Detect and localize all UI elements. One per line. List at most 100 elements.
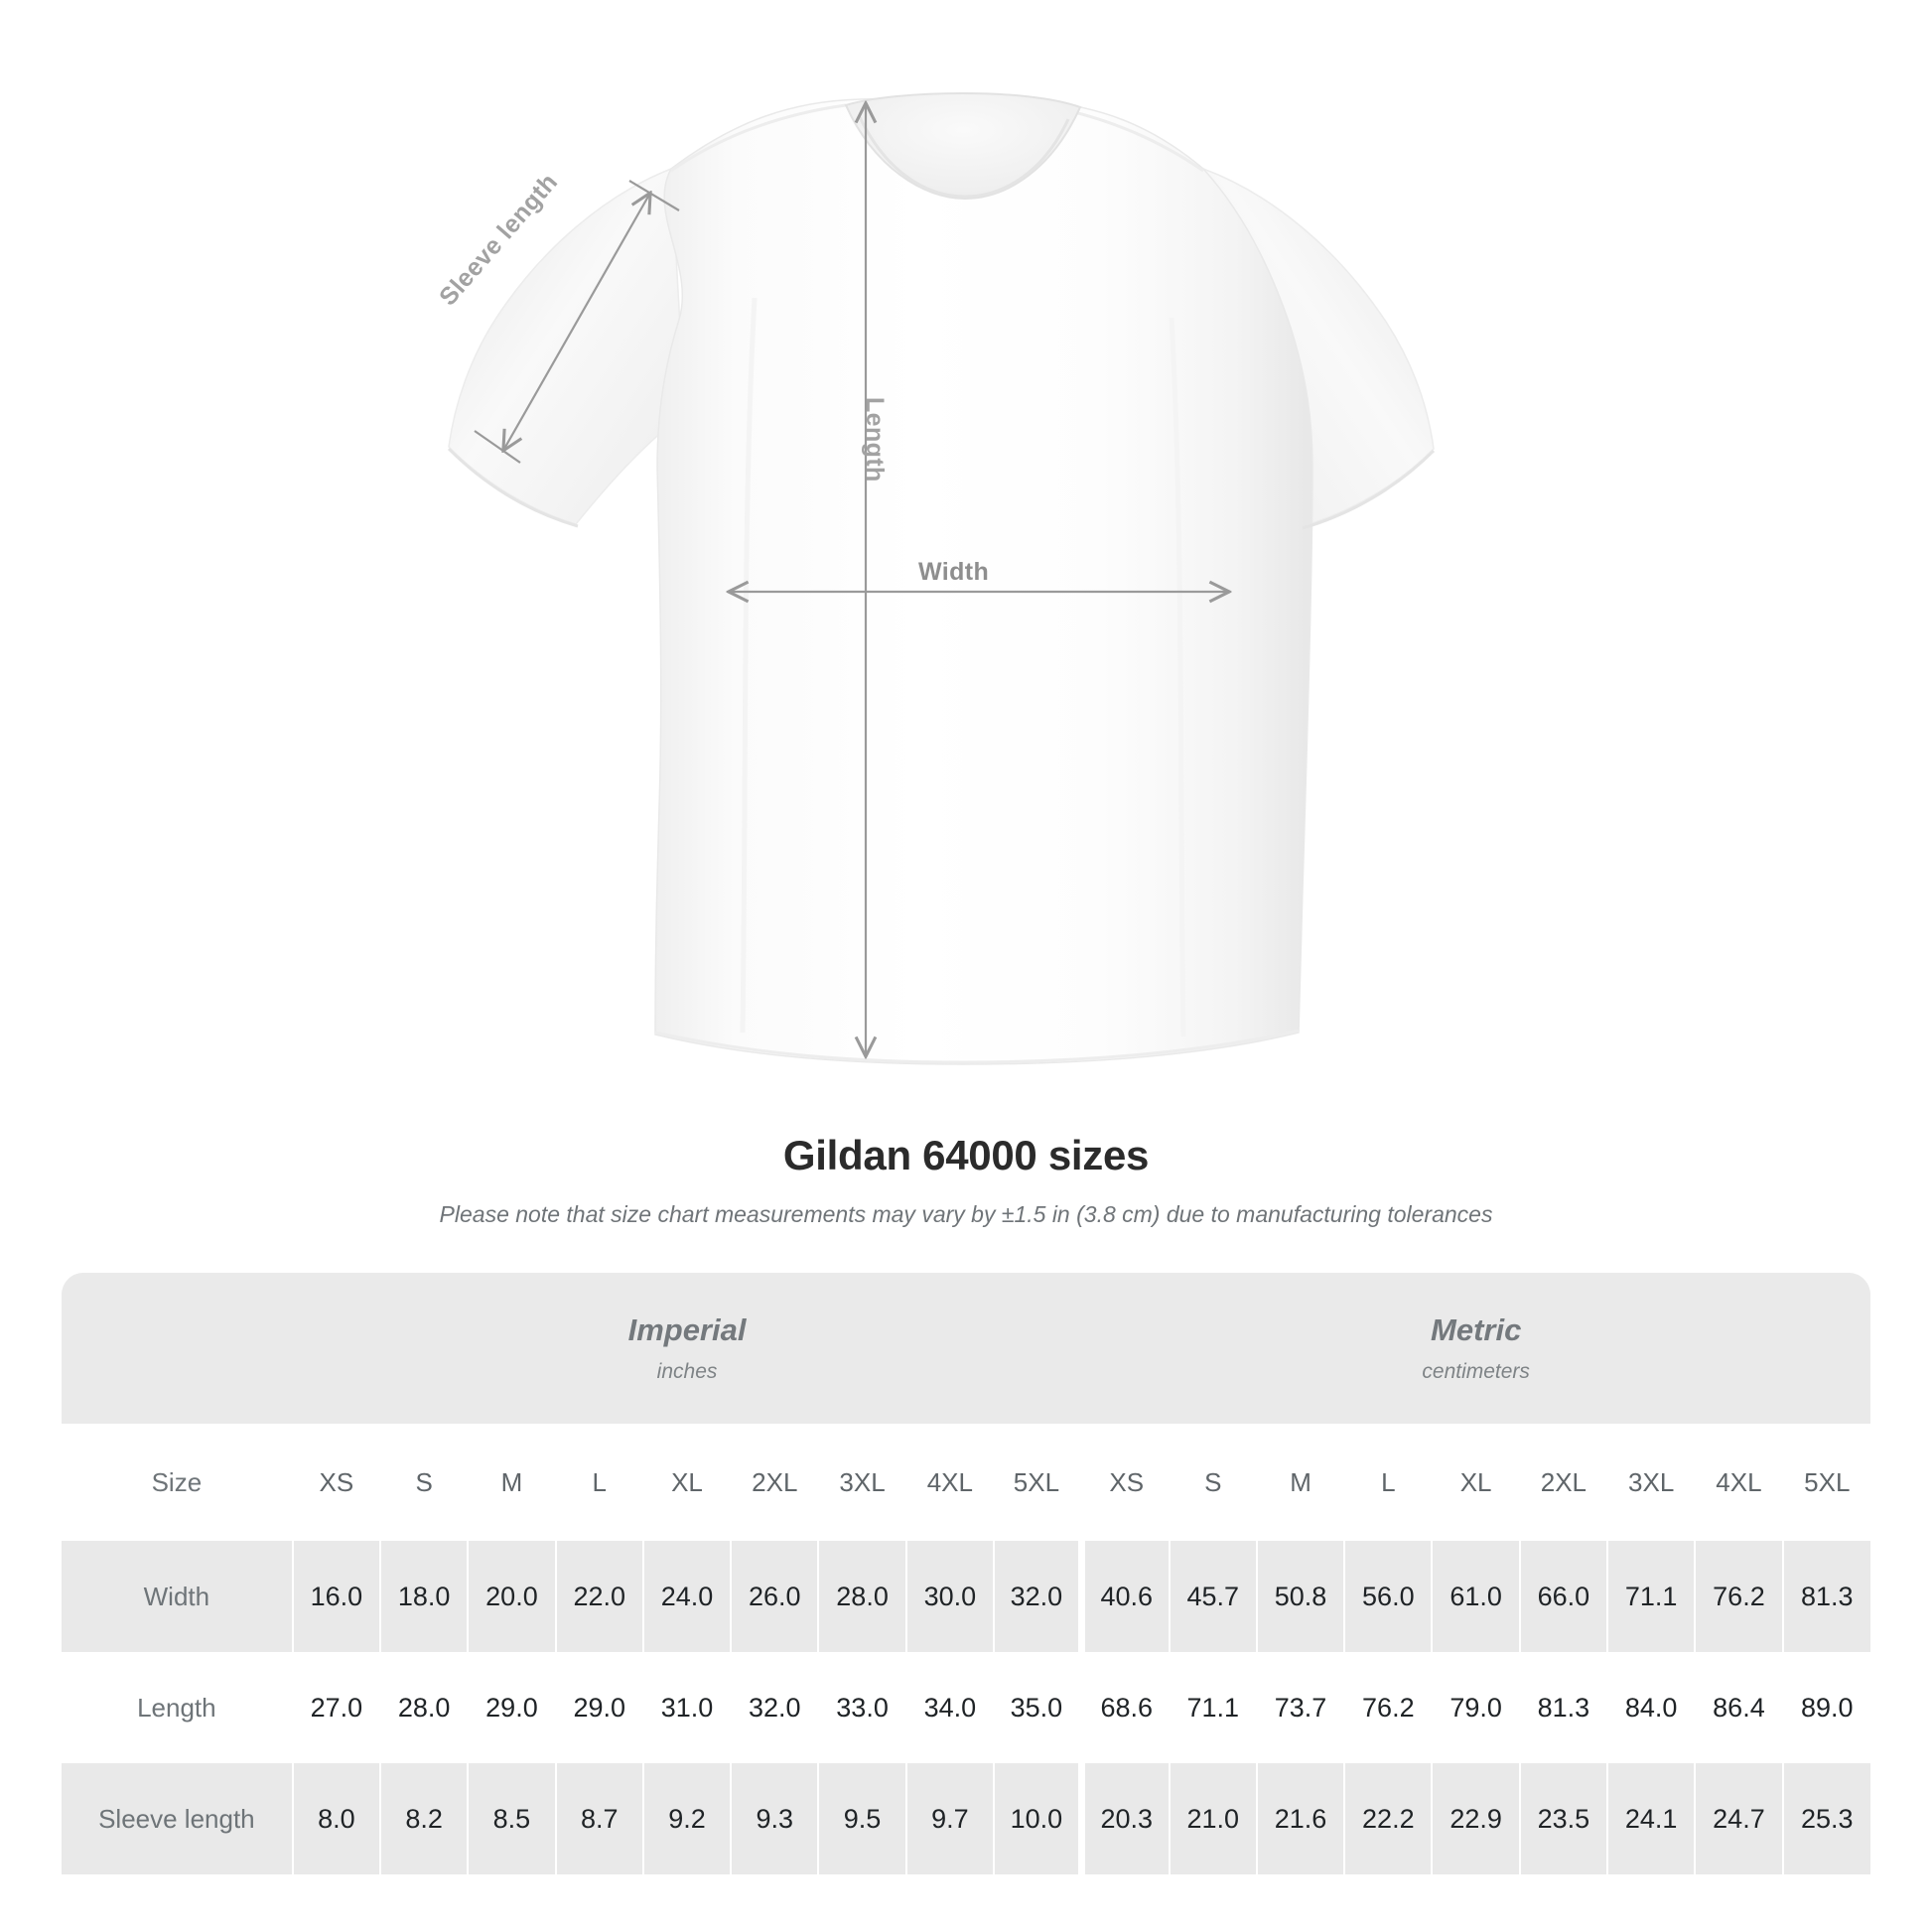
cell-sleeve-metric-2xl: 23.5 bbox=[1518, 1763, 1608, 1874]
cell-width-metric-m: 50.8 bbox=[1255, 1541, 1345, 1652]
cell-sleeve-metric-5xl: 25.3 bbox=[1781, 1763, 1870, 1874]
cell-sleeve-imperial-5xl: 10.0 bbox=[992, 1763, 1082, 1874]
cell-width-metric-xl: 61.0 bbox=[1431, 1541, 1520, 1652]
cell-width-imperial-s: 18.0 bbox=[379, 1541, 469, 1652]
fabric-fold bbox=[740, 297, 758, 1034]
size-table-wrapper: Imperial inches Metric centimeters Size … bbox=[62, 1273, 1870, 1874]
cell-width-imperial-4xl: 30.0 bbox=[904, 1541, 994, 1652]
cell-length-metric-xl: 79.0 bbox=[1431, 1652, 1520, 1763]
cell-length-metric-5xl: 89.0 bbox=[1781, 1652, 1870, 1763]
cell-sleeve-imperial-l: 8.7 bbox=[554, 1763, 643, 1874]
cell-width-imperial-5xl: 32.0 bbox=[992, 1541, 1082, 1652]
cell-width-imperial-2xl: 26.0 bbox=[730, 1541, 819, 1652]
cell-width-metric-2xl: 66.0 bbox=[1518, 1541, 1608, 1652]
cell-length-imperial-2xl: 32.0 bbox=[730, 1652, 819, 1763]
cell-sleeve-imperial-4xl: 9.7 bbox=[904, 1763, 994, 1874]
col-head-metric-xs: XS bbox=[1077, 1424, 1170, 1541]
cell-width-metric-l: 56.0 bbox=[1343, 1541, 1433, 1652]
cell-length-metric-4xl: 86.4 bbox=[1694, 1652, 1783, 1763]
cell-width-imperial-xs: 16.0 bbox=[291, 1541, 381, 1652]
left-shoulder-seam bbox=[670, 103, 847, 173]
cell-sleeve-imperial-xl: 9.2 bbox=[641, 1763, 732, 1874]
cell-sleeve-imperial-xs: 8.0 bbox=[291, 1763, 381, 1874]
col-head-metric-3xl: 3XL bbox=[1606, 1424, 1696, 1541]
cell-width-metric-5xl: 81.3 bbox=[1781, 1541, 1870, 1652]
cell-length-metric-2xl: 81.3 bbox=[1518, 1652, 1608, 1763]
left-sleeve bbox=[448, 167, 686, 525]
cell-width-metric-4xl: 76.2 bbox=[1694, 1541, 1783, 1652]
unit-group-imperial: Imperial inches bbox=[292, 1273, 1082, 1424]
cell-length-metric-l: 76.2 bbox=[1343, 1652, 1433, 1763]
fabric-fold bbox=[1169, 317, 1186, 1037]
cell-sleeve-imperial-s: 8.2 bbox=[379, 1763, 469, 1874]
cell-length-metric-s: 71.1 bbox=[1168, 1652, 1257, 1763]
tshirt-diagram: Sleeve length Length Width bbox=[434, 91, 1436, 1065]
col-head-metric-l: L bbox=[1343, 1424, 1433, 1541]
cell-width-imperial-l: 22.0 bbox=[554, 1541, 643, 1652]
col-head-imperial-5xl: 5XL bbox=[992, 1424, 1082, 1541]
cell-sleeve-metric-m: 21.6 bbox=[1255, 1763, 1345, 1874]
left-sleeve-hem bbox=[447, 447, 579, 528]
col-head-imperial-4xl: 4XL bbox=[904, 1424, 994, 1541]
col-head-metric-4xl: 4XL bbox=[1694, 1424, 1783, 1541]
cell-length-metric-3xl: 84.0 bbox=[1606, 1652, 1696, 1763]
page-title: Gildan 64000 sizes bbox=[782, 1132, 1150, 1178]
cell-length-imperial-s: 28.0 bbox=[379, 1652, 469, 1763]
col-head-metric-xl: XL bbox=[1431, 1424, 1520, 1541]
cell-length-imperial-l: 29.0 bbox=[554, 1652, 643, 1763]
row-label-length: Length bbox=[62, 1652, 293, 1763]
col-head-metric-s: S bbox=[1168, 1424, 1257, 1541]
cell-sleeve-metric-3xl: 24.1 bbox=[1606, 1763, 1696, 1874]
cell-length-imperial-5xl: 35.0 bbox=[992, 1652, 1082, 1763]
table-header-row: Size XS S M L XL 2XL 3XL 4XL 5XL XS S M … bbox=[62, 1424, 1870, 1541]
table-row-width: Width 16.0 18.0 20.0 22.0 24.0 26.0 28.0… bbox=[62, 1541, 1870, 1652]
cell-length-imperial-xl: 31.0 bbox=[641, 1652, 732, 1763]
col-head-imperial-xl: XL bbox=[641, 1424, 732, 1541]
col-head-metric-m: M bbox=[1255, 1424, 1345, 1541]
cell-width-imperial-m: 20.0 bbox=[467, 1541, 556, 1652]
cell-width-metric-xs: 40.6 bbox=[1077, 1541, 1170, 1652]
cell-length-imperial-3xl: 33.0 bbox=[817, 1652, 906, 1763]
cell-sleeve-metric-s: 21.0 bbox=[1168, 1763, 1257, 1874]
cell-length-metric-xs: 68.6 bbox=[1077, 1652, 1170, 1763]
width-label: Width bbox=[918, 558, 990, 586]
unit-group-metric-sub: centimeters bbox=[1422, 1360, 1530, 1383]
right-sleeve-hem bbox=[1302, 449, 1436, 530]
collar bbox=[844, 91, 1082, 201]
title-block: Gildan 64000 sizes Please note that size… bbox=[0, 1132, 1932, 1228]
col-head-metric-2xl: 2XL bbox=[1518, 1424, 1608, 1541]
col-head-imperial-xs: XS bbox=[291, 1424, 381, 1541]
cell-sleeve-metric-l: 22.2 bbox=[1343, 1763, 1433, 1874]
unit-group-imperial-name: Imperial bbox=[627, 1312, 747, 1347]
cell-length-metric-m: 73.7 bbox=[1255, 1652, 1345, 1763]
sleeve-measure-arrow bbox=[504, 195, 649, 449]
table-row-sleeve-length: Sleeve length 8.0 8.2 8.5 8.7 9.2 9.3 9.… bbox=[62, 1763, 1870, 1874]
length-label: Length bbox=[861, 397, 889, 483]
col-head-imperial-2xl: 2XL bbox=[730, 1424, 819, 1541]
cell-sleeve-metric-xl: 22.9 bbox=[1431, 1763, 1520, 1874]
cell-width-imperial-xl: 24.0 bbox=[641, 1541, 732, 1652]
col-head-imperial-3xl: 3XL bbox=[817, 1424, 906, 1541]
cell-length-imperial-m: 29.0 bbox=[467, 1652, 556, 1763]
cell-length-imperial-4xl: 34.0 bbox=[904, 1652, 994, 1763]
sleeve-tick-bottom bbox=[474, 430, 521, 464]
unit-group-metric-name: Metric bbox=[1431, 1312, 1522, 1347]
tshirt-illustration bbox=[447, 91, 1436, 1065]
size-row-label: Size bbox=[62, 1424, 293, 1541]
collar-inner-seam bbox=[858, 116, 1070, 199]
row-label-sleeve-length: Sleeve length bbox=[62, 1763, 293, 1874]
cell-width-imperial-3xl: 28.0 bbox=[817, 1541, 906, 1652]
sleeve-tick-top bbox=[628, 180, 680, 211]
col-head-imperial-m: M bbox=[467, 1424, 556, 1541]
bottom-hem bbox=[654, 1029, 1300, 1064]
table-row-length: Length 27.0 28.0 29.0 29.0 31.0 32.0 33.… bbox=[62, 1652, 1870, 1763]
cell-sleeve-imperial-2xl: 9.3 bbox=[730, 1763, 819, 1874]
cell-length-imperial-xs: 27.0 bbox=[291, 1652, 381, 1763]
size-table: Imperial inches Metric centimeters Size … bbox=[62, 1273, 1870, 1874]
col-head-imperial-l: L bbox=[554, 1424, 643, 1541]
cell-width-metric-3xl: 71.1 bbox=[1606, 1541, 1696, 1652]
unit-banner-spacer bbox=[62, 1273, 293, 1424]
tolerance-note: Please note that size chart measurements… bbox=[439, 1201, 1493, 1227]
unit-group-metric: Metric centimeters bbox=[1081, 1273, 1870, 1424]
